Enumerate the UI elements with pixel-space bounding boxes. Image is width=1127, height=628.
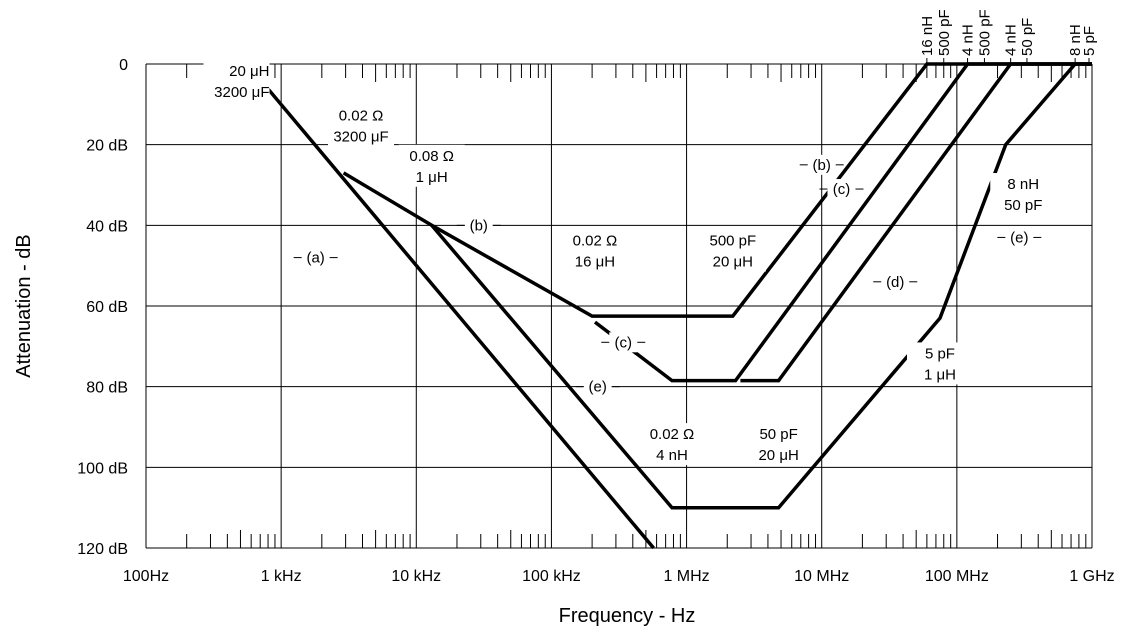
annotation-bg — [398, 144, 465, 187]
x-axis-title: Frequency - Hz — [559, 605, 696, 627]
annotation-text: 0.08 Ω — [409, 148, 454, 165]
annotation-text: 1 μH — [416, 169, 448, 186]
annotation-text: 8 nH — [1007, 176, 1039, 193]
y-tick-label: 0 — [119, 57, 128, 74]
series-label-bg — [1005, 227, 1034, 248]
annotation-text: 0.02 Ω — [650, 426, 695, 443]
series-label-bg — [881, 271, 910, 292]
x-tick-label: 100Hz — [123, 568, 169, 585]
annotation-bg — [203, 60, 270, 103]
annotation-text: 0.02 Ω — [573, 233, 618, 250]
y-tick-label: 80 dB — [86, 380, 128, 397]
annotation-bg — [561, 229, 628, 272]
annotation-text: 16 μH — [575, 254, 615, 271]
curve-a — [245, 62, 655, 550]
tick-labels: 0 20 dB 40 dB 60 dB 80 dB 100 dB 120 dB 100Hz 1 … — [77, 57, 1114, 585]
curve-d — [740, 62, 1092, 383]
top-component-label: 4 nH — [1003, 24, 1020, 56]
series-label: (a) — [306, 250, 324, 267]
annotation-text: 3200 μF — [333, 128, 388, 145]
x-tick-label: 1 MHz — [663, 568, 709, 585]
series-label: (c) — [833, 181, 851, 198]
x-tick-label: 1 GHz — [1069, 568, 1114, 585]
series-label: (e) — [1010, 229, 1028, 246]
annotation-bg — [906, 342, 973, 385]
series-label: (c) — [615, 334, 633, 351]
y-tick-label: 120 dB — [77, 541, 128, 558]
series-label: (d) — [886, 274, 904, 291]
x-tick-label: 10 MHz — [794, 568, 849, 585]
x-tick-label: 10 kHz — [391, 568, 441, 585]
series-label: (b) — [470, 217, 488, 234]
top-component-label: 500 pF — [936, 9, 953, 56]
series-label-bg — [609, 332, 638, 353]
annotation-text: 20 μH — [758, 447, 798, 464]
series-label: (e) — [589, 379, 607, 396]
annotation-text: 4 nH — [656, 447, 688, 464]
annotation-bg — [699, 229, 766, 272]
y-tick-label: 100 dB — [77, 460, 128, 477]
x-tick-label: 100 MHz — [925, 568, 989, 585]
annotation-text: 20 μH — [229, 63, 269, 80]
series-label: (b) — [813, 157, 831, 174]
annotation-text: 500 pF — [709, 233, 756, 250]
annotation-text: 20 μH — [713, 254, 753, 271]
series-label-bg — [827, 179, 856, 200]
annotation-text: 50 pF — [759, 426, 797, 443]
series-label-bg — [807, 154, 836, 175]
top-component-label: 8 nH — [1067, 24, 1084, 56]
series-labels: (a)(b)(b)(c)(c)(d)(e)(e) — [293, 154, 1042, 397]
grid — [145, 63, 1093, 549]
annotation-bg — [745, 423, 812, 466]
annotation-text: 0.02 Ω — [339, 107, 384, 124]
top-component-label: 16 nH — [919, 16, 936, 56]
top-component-label: 50 pF — [1019, 18, 1036, 56]
top-component-label: 5 pF — [1081, 26, 1098, 56]
component-annotations: 20 μH 3200 μF 0.02 Ω 3200 μF 0.08 Ω 1 μH 0.02 … — [203, 9, 1098, 466]
x-tick-label: 100 kHz — [522, 568, 581, 585]
annotation-bg — [328, 104, 395, 147]
attenuation-curves — [245, 62, 1092, 550]
top-component-label: 500 pF — [976, 9, 993, 56]
annotation-text: 50 pF — [1004, 197, 1042, 214]
curve-e — [430, 62, 1092, 510]
y-tick-label: 60 dB — [86, 299, 128, 316]
top-component-label: 4 nH — [960, 24, 977, 56]
annotation-bg — [990, 173, 1057, 216]
series-label-bg — [301, 247, 330, 268]
y-axis-title: Attenuation - dB — [13, 234, 35, 377]
y-tick-label: 20 dB — [86, 138, 128, 155]
annotation-text: 5 pF — [925, 345, 955, 362]
annotation-text: 1 μH — [924, 366, 956, 383]
curve-c — [593, 62, 1092, 383]
x-tick-label: 1 kHz — [261, 568, 302, 585]
series-label-bg — [464, 215, 493, 236]
curve-b — [342, 62, 1092, 318]
annotation-text: 3200 μF — [214, 84, 269, 101]
annotation-bg — [638, 423, 705, 466]
y-tick-label: 40 dB — [86, 218, 128, 235]
series-label-bg — [583, 376, 612, 397]
